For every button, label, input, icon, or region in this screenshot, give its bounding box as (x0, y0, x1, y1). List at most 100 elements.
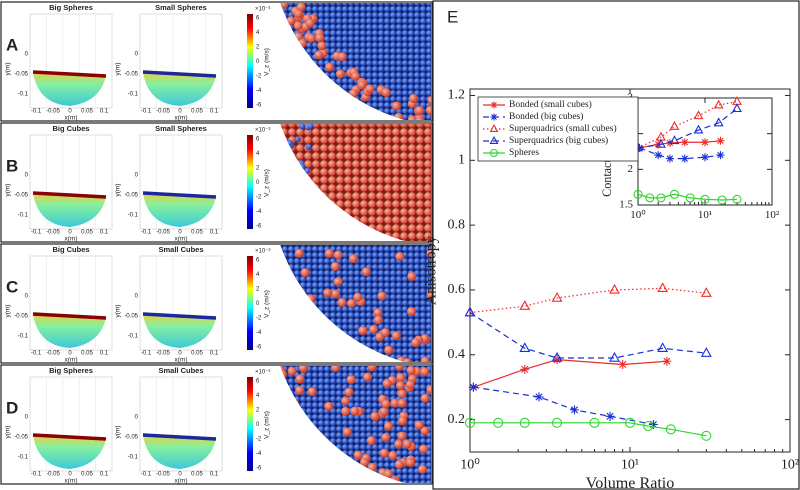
colorbar-label: V_z (m/s) (264, 169, 271, 197)
accent-particle (358, 326, 368, 336)
colorbar-tick: -4 (256, 330, 262, 336)
accent-particle (341, 406, 351, 416)
accent-particle (370, 411, 380, 421)
marker (605, 411, 615, 421)
colorbar-tick: -6 (256, 345, 262, 351)
colorbar-tick: 6 (256, 16, 260, 22)
panel-x-tick: 0.05 (191, 109, 203, 115)
panel-x-tick: 0.05 (191, 472, 203, 478)
panel-x-label: x(m) (65, 236, 78, 243)
accent-particle (351, 71, 361, 81)
panel-y-tick: 0 (25, 415, 29, 421)
plot-title: Big Spheres (49, 366, 93, 375)
panel-x-tick: -0.1 (141, 472, 152, 478)
y-axis-label: Anisotropy (423, 236, 440, 306)
plot-title: Big Spheres (49, 3, 93, 12)
marker (717, 195, 727, 205)
panel-y-tick: 0 (135, 52, 139, 58)
marker (680, 154, 689, 163)
legend-label: Bonded (big cubes) (509, 111, 583, 122)
marker (685, 193, 695, 203)
accent-particle (294, 248, 304, 258)
panel-x-tick: -0.1 (141, 351, 152, 357)
y-tick-label: 2 (628, 163, 634, 175)
accent-particle (397, 389, 407, 399)
colorbar-tick: -6 (256, 103, 262, 109)
panel-x-tick: -0.05 (46, 472, 60, 478)
accent-particle (304, 167, 311, 174)
series-line (469, 287, 707, 314)
accent-particle (391, 331, 401, 341)
marker (716, 136, 725, 145)
colorbar-tick: -4 (256, 209, 262, 215)
accent-particle (295, 374, 305, 384)
panel-x-label: x(m) (175, 115, 188, 122)
accent-particle (359, 457, 369, 467)
legend-label: Superquadrics (small cubes) (509, 123, 617, 134)
marker (701, 153, 709, 162)
accent-particle (293, 9, 303, 19)
panel-x-tick: -0.1 (31, 230, 42, 236)
marker (648, 419, 658, 429)
panel-x-tick: -0.05 (46, 109, 60, 115)
colorbar (247, 377, 253, 471)
velocity-field (33, 193, 106, 227)
accent-particle (383, 421, 393, 431)
marker (645, 193, 655, 203)
accent-particle (365, 84, 375, 94)
velocity-field (143, 435, 216, 469)
series-line (637, 193, 737, 201)
colorbar-exponent: ×10⁻³ (255, 249, 270, 255)
panel-label: C (6, 277, 18, 296)
panel-label: E (447, 7, 458, 26)
colorbar-tick: 4 (256, 393, 260, 399)
colorbar-exponent: ×10⁻³ (255, 370, 270, 376)
colorbar-tick: 2 (256, 408, 260, 414)
marker (489, 124, 499, 132)
accent-particle (395, 251, 405, 261)
velocity-rim (142, 312, 217, 320)
accent-particle (317, 41, 327, 51)
marker (701, 430, 712, 441)
marker (570, 405, 580, 415)
marker (669, 189, 680, 199)
panel-label: B (6, 156, 18, 175)
colorbar-tick: -4 (256, 88, 262, 94)
accent-particle (367, 366, 377, 372)
accent-particle (426, 290, 431, 300)
marker (589, 417, 600, 428)
plot-title: Big Cubes (52, 124, 89, 133)
colorbar-tick: 6 (256, 379, 260, 385)
panel-y-label: y(m) (115, 63, 122, 76)
panel-y-tick: -0.05 (14, 314, 28, 320)
accent-particle (377, 291, 387, 301)
panel-y-tick: -0.1 (18, 213, 29, 219)
velocity-field (143, 314, 216, 348)
panel-y-tick: -0.05 (124, 314, 138, 320)
x-tick-label: 10¹ (621, 458, 639, 473)
marker (489, 136, 499, 144)
accent-particle (295, 385, 305, 395)
panel-x-tick: 0.1 (100, 351, 109, 357)
colorbar-tick: 0 (256, 59, 260, 65)
marker (633, 189, 643, 199)
panel-x-tick: 0.1 (100, 109, 109, 115)
plot-title: Small Spheres (155, 124, 207, 133)
marker (669, 121, 680, 130)
accent-particle (394, 366, 404, 371)
accent-particle (298, 366, 308, 373)
panel-y-tick: -0.05 (14, 435, 28, 441)
accent-particle (394, 439, 404, 449)
panel-y-tick: 0 (25, 173, 29, 179)
panel-x-tick: 0 (178, 351, 182, 357)
accent-particle (340, 396, 350, 406)
marker (693, 110, 704, 120)
panel-y-tick: 0 (135, 415, 139, 421)
panel-x-tick: 0.05 (81, 351, 93, 357)
accent-particle (402, 358, 412, 362)
colorbar-tick: 0 (256, 180, 260, 186)
accent-particle (323, 288, 333, 298)
marker (713, 117, 724, 127)
panel-x-tick: -0.1 (141, 230, 152, 236)
panel-x-tick: -0.05 (46, 351, 60, 357)
